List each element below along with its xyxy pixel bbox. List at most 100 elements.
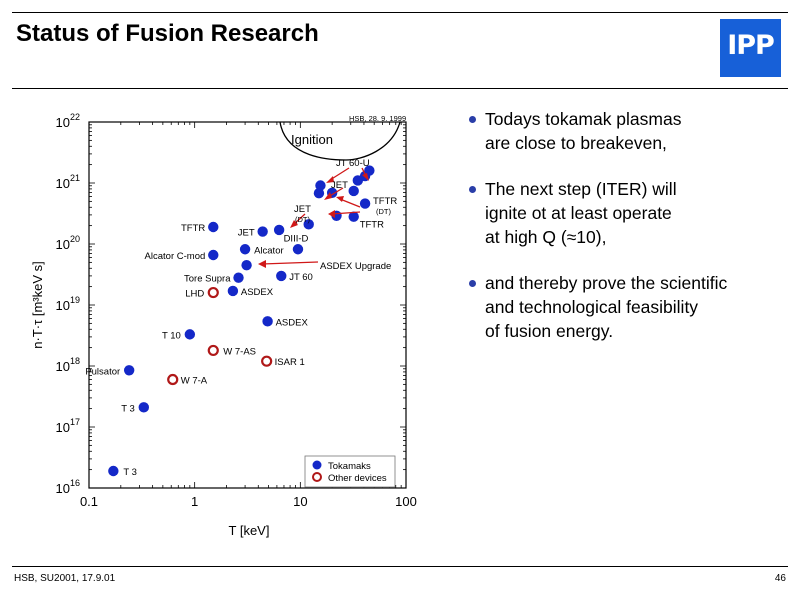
tokamak-point: [313, 188, 325, 199]
bullet-line: of fusion energy.: [485, 321, 614, 341]
y-tick-label: 1019: [56, 295, 80, 313]
other-device-point: [207, 344, 219, 357]
tokamak-point: [348, 185, 359, 197]
y-tick-exponent: 17: [70, 417, 80, 427]
tokamak-point: [241, 259, 252, 271]
other-device-point: [167, 373, 179, 386]
bullet-line: and thereby prove the scientific: [485, 273, 728, 293]
bullet-line: ignite ot at least operate: [485, 203, 672, 223]
legend-marker-tokamaks: [312, 460, 322, 470]
bullet-line: are close to breakeven,: [485, 133, 667, 153]
tokamak-point: [138, 402, 149, 413]
point-label: TFTR: [360, 220, 384, 231]
legend-box: [304, 455, 396, 488]
tokamak-point: [208, 221, 219, 233]
point-label: T 10: [162, 330, 181, 341]
x-tick-label: 10: [293, 494, 307, 509]
tokamak-point: [184, 329, 196, 340]
fusion-chart: Ignition HSB, 28. 9. 1999 T 3 T 3 Pulsator…: [30, 112, 417, 538]
arrowhead-5: [336, 196, 344, 202]
arrowhead-4: [290, 220, 298, 228]
tokamak-point: [348, 211, 359, 222]
footer-author-date: HSB, SU2001, 17.9.01: [14, 573, 116, 584]
arrowhead-6: [328, 210, 335, 218]
point-label: LHD: [185, 289, 204, 300]
point-label: JT 60: [289, 272, 313, 283]
annotation-jt60u: JT 60-U: [336, 158, 370, 169]
tokamak-point: [262, 316, 273, 327]
bullet-1: Todays tokamak plasmas are close to break…: [467, 107, 797, 155]
tokamak-point: [276, 270, 287, 282]
point-label: T 3: [121, 403, 135, 414]
bullet-dot: [469, 280, 476, 287]
bullet-2: The next step (ITER) will ignite ot at le…: [467, 177, 797, 249]
y-tick-exponent: 22: [70, 112, 80, 122]
arrowhead-2: [362, 173, 369, 181]
tokamak-point: [108, 465, 119, 477]
y-tick-label: 1021: [56, 173, 80, 191]
point-label: W 7-A: [181, 376, 208, 387]
y-tick-exponent: 19: [70, 295, 80, 305]
point-label: ASDEX: [241, 287, 274, 298]
arrowhead-7: [258, 260, 266, 268]
tokamak-point: [227, 285, 239, 297]
point-label: Alcator: [254, 245, 284, 256]
tokamak-point: [123, 365, 135, 376]
plot-frame: [88, 121, 407, 489]
annotation-asdex-upgrade: ASDEX Upgrade: [320, 261, 391, 272]
bullet-line: and technological feasibility: [485, 297, 699, 317]
arrowhead-1: [326, 176, 334, 183]
legend-label-other: Other devices: [328, 473, 387, 484]
other-device-point: [207, 286, 219, 299]
annotation-tftr: TFTR: [373, 196, 397, 207]
point-label: JET: [238, 228, 255, 239]
annotation-jet: JET: [331, 180, 348, 191]
tokamak-point: [359, 198, 371, 209]
point-label: ISAR 1: [275, 357, 305, 368]
point-label: Pulsator: [85, 366, 120, 377]
slide-title: Status of Fusion Research: [16, 20, 319, 47]
y-tick-label: 1022: [56, 112, 80, 130]
footer-rule: [12, 566, 788, 567]
legend-marker-other: [312, 472, 322, 482]
y-tick-label: 1018: [56, 356, 80, 374]
other-device-point: [261, 355, 273, 367]
annotation-tftr-dt: (DT): [376, 207, 391, 216]
tokamak-point: [257, 226, 268, 237]
top-rule: [12, 12, 788, 13]
arrow-asdex-upgrade: [261, 261, 319, 265]
x-tick-label: 100: [395, 494, 417, 509]
x-tick-label: 1: [191, 494, 198, 509]
point-label: DIII-D: [284, 233, 309, 244]
bullet-dot: [469, 116, 476, 123]
y-tick-label: 1020: [56, 234, 80, 252]
arrowhead-3: [324, 192, 332, 200]
point-label: T 3: [123, 467, 137, 478]
tokamak-point: [233, 272, 244, 283]
y-tick-exponent: 20: [70, 234, 80, 244]
stamp-label: HSB, 28. 9. 1999: [349, 114, 406, 123]
point-label: Alcator C-mod: [145, 251, 206, 262]
point-label: ASDEX: [276, 317, 309, 328]
bullet-line: at high Q (≈10),: [485, 227, 607, 247]
arrow-tftr-1: [339, 198, 361, 208]
annotation-jet-dt-sub: (DT): [295, 215, 310, 224]
header-rule: [12, 88, 788, 89]
y-tick-exponent: 21: [70, 173, 80, 183]
arrow-tftr-2: [331, 211, 361, 215]
tokamak-point: [273, 224, 285, 236]
ipp-logo: IPP: [720, 19, 781, 77]
logo-text: IPP: [727, 30, 775, 61]
ignition-curve: [279, 121, 401, 161]
arrows: [261, 167, 368, 265]
y-tick-label: 1016: [56, 478, 80, 496]
tokamak-point: [303, 219, 314, 230]
bullet-3: and thereby prove the scientific and tech…: [467, 271, 797, 343]
y-axis-label: n·T·τ [m³keV s]: [30, 261, 45, 348]
point-label: TFTR: [181, 223, 205, 234]
bullet-dot: [469, 186, 476, 193]
bullet-line: Todays tokamak plasmas: [485, 109, 682, 129]
y-tick-label: 1017: [56, 417, 80, 435]
bullet-list: Todays tokamak plasmas are close to break…: [467, 107, 797, 365]
x-tick-label: 0.1: [80, 494, 98, 509]
